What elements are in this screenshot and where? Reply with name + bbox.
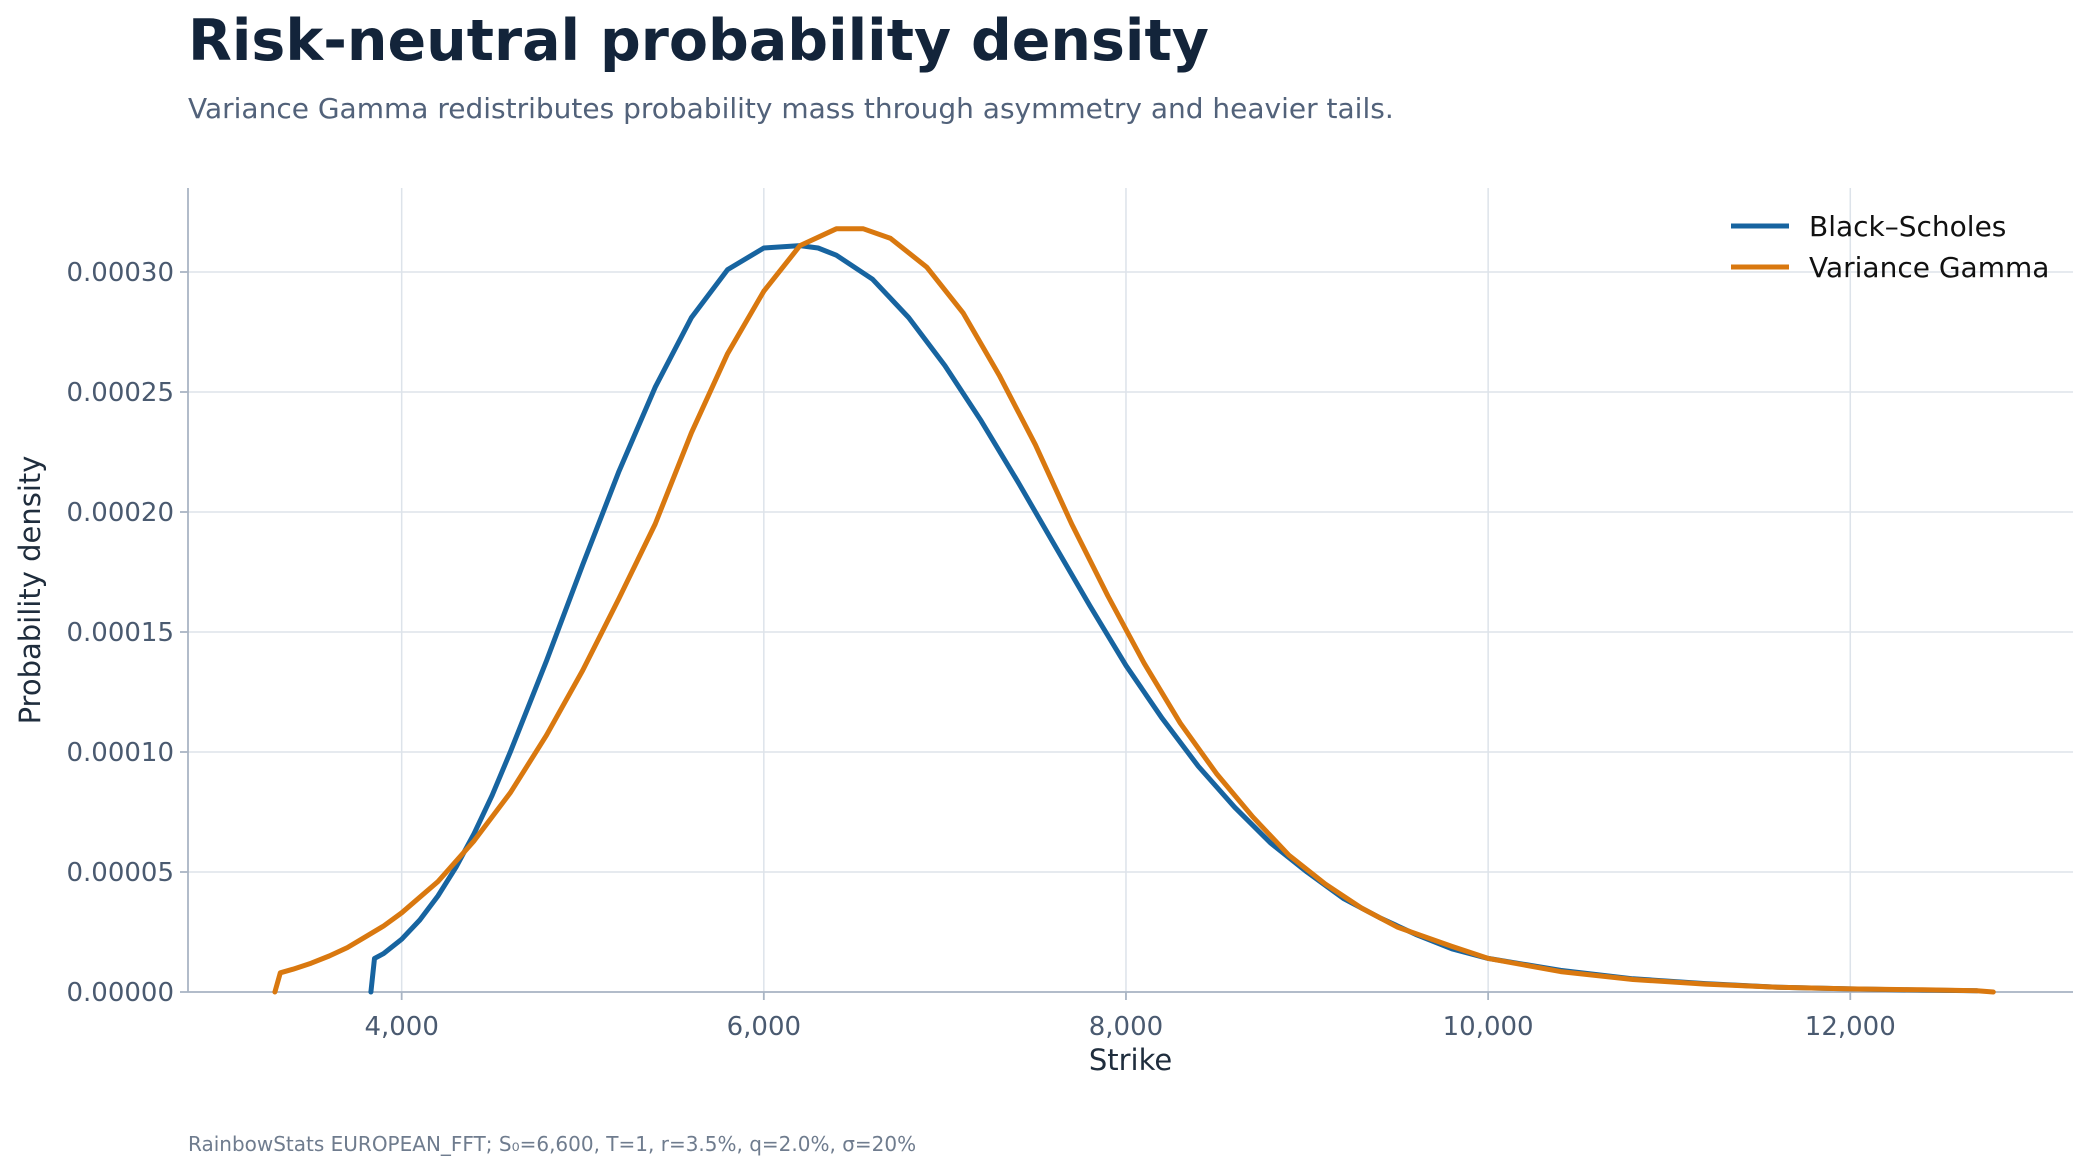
x-tick-label: 10,000 xyxy=(1443,1012,1534,1042)
axes xyxy=(180,188,2073,1000)
x-tick-label: 12,000 xyxy=(1805,1012,1896,1042)
legend-label: Variance Gamma xyxy=(1809,251,2049,284)
x-axis-label: Strike xyxy=(1089,1043,1172,1077)
y-tick-label: 0.00030 xyxy=(66,258,174,288)
x-tick-label: 4,000 xyxy=(364,1012,438,1042)
series-lines xyxy=(272,226,1996,995)
y-axis-label: Probability density xyxy=(13,456,47,725)
legend-label: Black–Scholes xyxy=(1809,210,2006,243)
y-tick-label: 0.00015 xyxy=(66,618,174,648)
y-tick-label: 0.00000 xyxy=(66,978,174,1008)
chart-title: Risk-neutral probability density xyxy=(188,8,1209,74)
chart-subtitle: Variance Gamma redistributes probability… xyxy=(188,92,1394,125)
series-line-black-scholes xyxy=(368,243,1980,995)
y-tick-label: 0.00025 xyxy=(66,378,174,408)
x-tick-label: 8,000 xyxy=(1089,1012,1163,1042)
tick-labels: 4,000 6,000 8,000 10,000 12,000 0.00000 0.0000… xyxy=(66,258,1895,1042)
y-tick-label: 0.00020 xyxy=(66,498,174,528)
y-tick-label: 0.00005 xyxy=(66,858,174,888)
legend: Black–Scholes Variance Gamma xyxy=(1731,210,2049,284)
chart-footer: RainbowStats EUROPEAN_FFT; S₀=6,600, T=1… xyxy=(188,1132,917,1156)
x-tick-label: 6,000 xyxy=(727,1012,801,1042)
grid xyxy=(188,188,2073,993)
y-tick-label: 0.00010 xyxy=(66,738,174,768)
series-line-variance-gamma xyxy=(272,226,1996,995)
